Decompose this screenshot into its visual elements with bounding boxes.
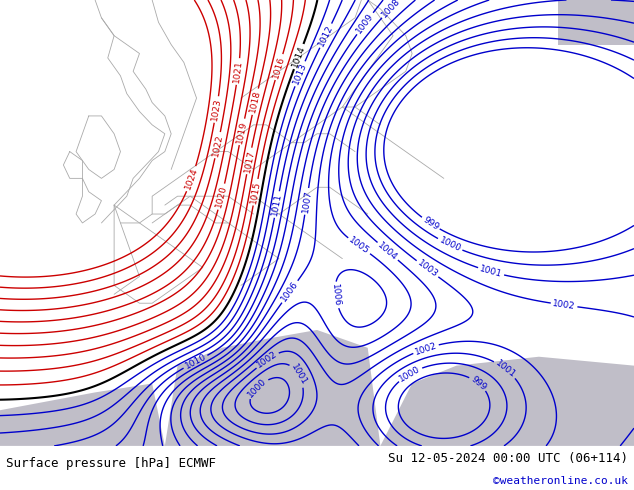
Text: 999: 999	[421, 215, 440, 232]
Text: Su 12-05-2024 00:00 UTC (06+114): Su 12-05-2024 00:00 UTC (06+114)	[387, 452, 628, 465]
Text: 1001: 1001	[479, 264, 503, 279]
Text: 1014: 1014	[290, 44, 307, 69]
Text: 1005: 1005	[347, 236, 371, 256]
Text: Surface pressure [hPa] ECMWF: Surface pressure [hPa] ECMWF	[6, 457, 216, 470]
Text: 1009: 1009	[354, 12, 375, 35]
Polygon shape	[165, 330, 380, 446]
Text: 1003: 1003	[415, 258, 439, 279]
Text: 1006: 1006	[330, 283, 341, 307]
Text: 1012: 1012	[317, 24, 335, 48]
Text: 1006: 1006	[280, 280, 301, 304]
Text: 1002: 1002	[255, 350, 279, 370]
Text: 1004: 1004	[376, 241, 399, 262]
Text: 1022: 1022	[211, 133, 224, 157]
Text: 1023: 1023	[210, 98, 223, 122]
Text: 1024: 1024	[183, 167, 200, 191]
Text: 1018: 1018	[249, 90, 262, 114]
Text: 1016: 1016	[271, 55, 287, 79]
Text: 1000: 1000	[437, 236, 462, 254]
Text: 1010: 1010	[183, 352, 208, 371]
Text: 1011: 1011	[270, 193, 283, 217]
Text: 1001: 1001	[493, 358, 517, 380]
Text: 1017: 1017	[243, 149, 256, 173]
Text: 1007: 1007	[301, 189, 313, 213]
Polygon shape	[380, 357, 634, 446]
Text: 1013: 1013	[292, 61, 308, 86]
Text: 1000: 1000	[246, 376, 269, 399]
Text: 1000: 1000	[398, 364, 422, 383]
Polygon shape	[558, 0, 634, 45]
Text: 1015: 1015	[249, 180, 262, 204]
Text: 999: 999	[469, 374, 488, 392]
Text: 1002: 1002	[552, 299, 576, 311]
Text: 1020: 1020	[214, 185, 229, 209]
Text: 1008: 1008	[380, 0, 402, 19]
Text: 1002: 1002	[413, 341, 438, 356]
Text: 1019: 1019	[235, 120, 249, 144]
Polygon shape	[0, 384, 165, 446]
Text: 1021: 1021	[232, 60, 244, 83]
Text: ©weatheronline.co.uk: ©weatheronline.co.uk	[493, 476, 628, 486]
Text: 1001: 1001	[289, 363, 308, 387]
